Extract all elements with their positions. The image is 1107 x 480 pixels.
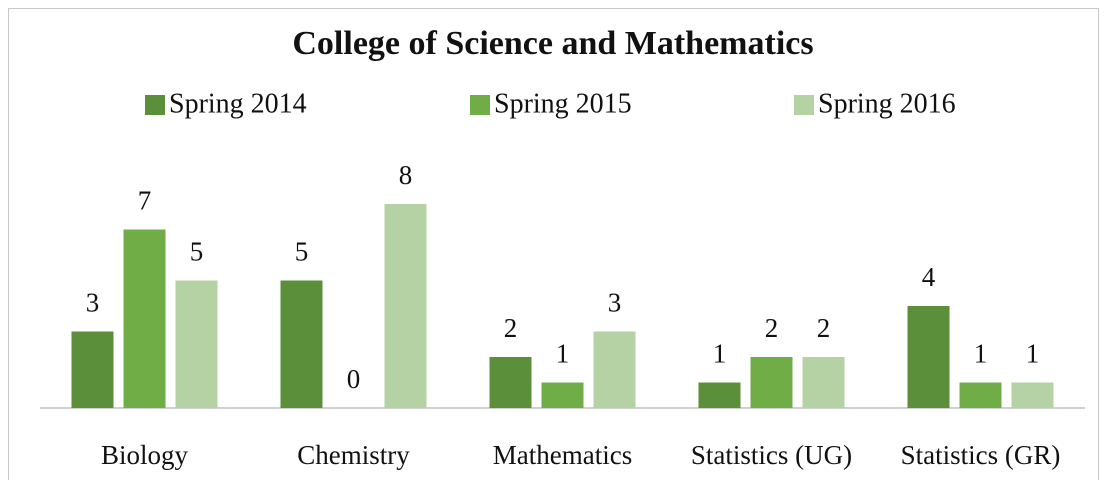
bar <box>541 382 584 408</box>
bar <box>698 382 741 408</box>
data-label: 7 <box>138 186 152 216</box>
bar <box>1011 382 1054 408</box>
x-tick-label: Biology <box>101 440 189 470</box>
bar <box>384 204 427 408</box>
bar <box>959 382 1002 408</box>
bar <box>123 229 166 408</box>
data-label: 0 <box>347 364 361 394</box>
bar <box>907 306 950 408</box>
data-label: 5 <box>295 237 309 267</box>
x-tick-label: Mathematics <box>493 440 632 470</box>
legend-swatch <box>145 95 165 115</box>
data-label: 1 <box>556 339 570 369</box>
legend-swatch <box>794 95 814 115</box>
data-label: 2 <box>817 313 831 343</box>
data-label: 1 <box>974 339 988 369</box>
legend-swatch <box>470 95 490 115</box>
x-tick-label: Statistics (UG) <box>691 440 852 470</box>
data-label: 2 <box>765 313 779 343</box>
data-label: 4 <box>922 262 936 292</box>
data-label: 3 <box>608 288 622 318</box>
legend-label: Spring 2014 <box>169 88 307 119</box>
bar <box>280 280 323 408</box>
x-tick-label: Chemistry <box>297 440 410 470</box>
bar <box>71 331 114 408</box>
data-label: 3 <box>86 288 100 318</box>
bar <box>175 280 218 408</box>
legend-label: Spring 2016 <box>818 88 956 119</box>
bar <box>750 357 793 408</box>
chart-title: College of Science and Mathematics <box>292 25 813 62</box>
data-label: 8 <box>399 160 413 190</box>
legend-label: Spring 2015 <box>494 88 632 119</box>
data-label: 2 <box>504 313 518 343</box>
data-label: 5 <box>190 237 204 267</box>
data-label: 1 <box>1026 339 1040 369</box>
bar <box>593 331 636 408</box>
data-label: 1 <box>713 339 727 369</box>
bar <box>802 357 845 408</box>
chart-frame <box>8 8 1099 480</box>
x-tick-label: Statistics (GR) <box>901 440 1061 470</box>
bar <box>489 357 532 408</box>
